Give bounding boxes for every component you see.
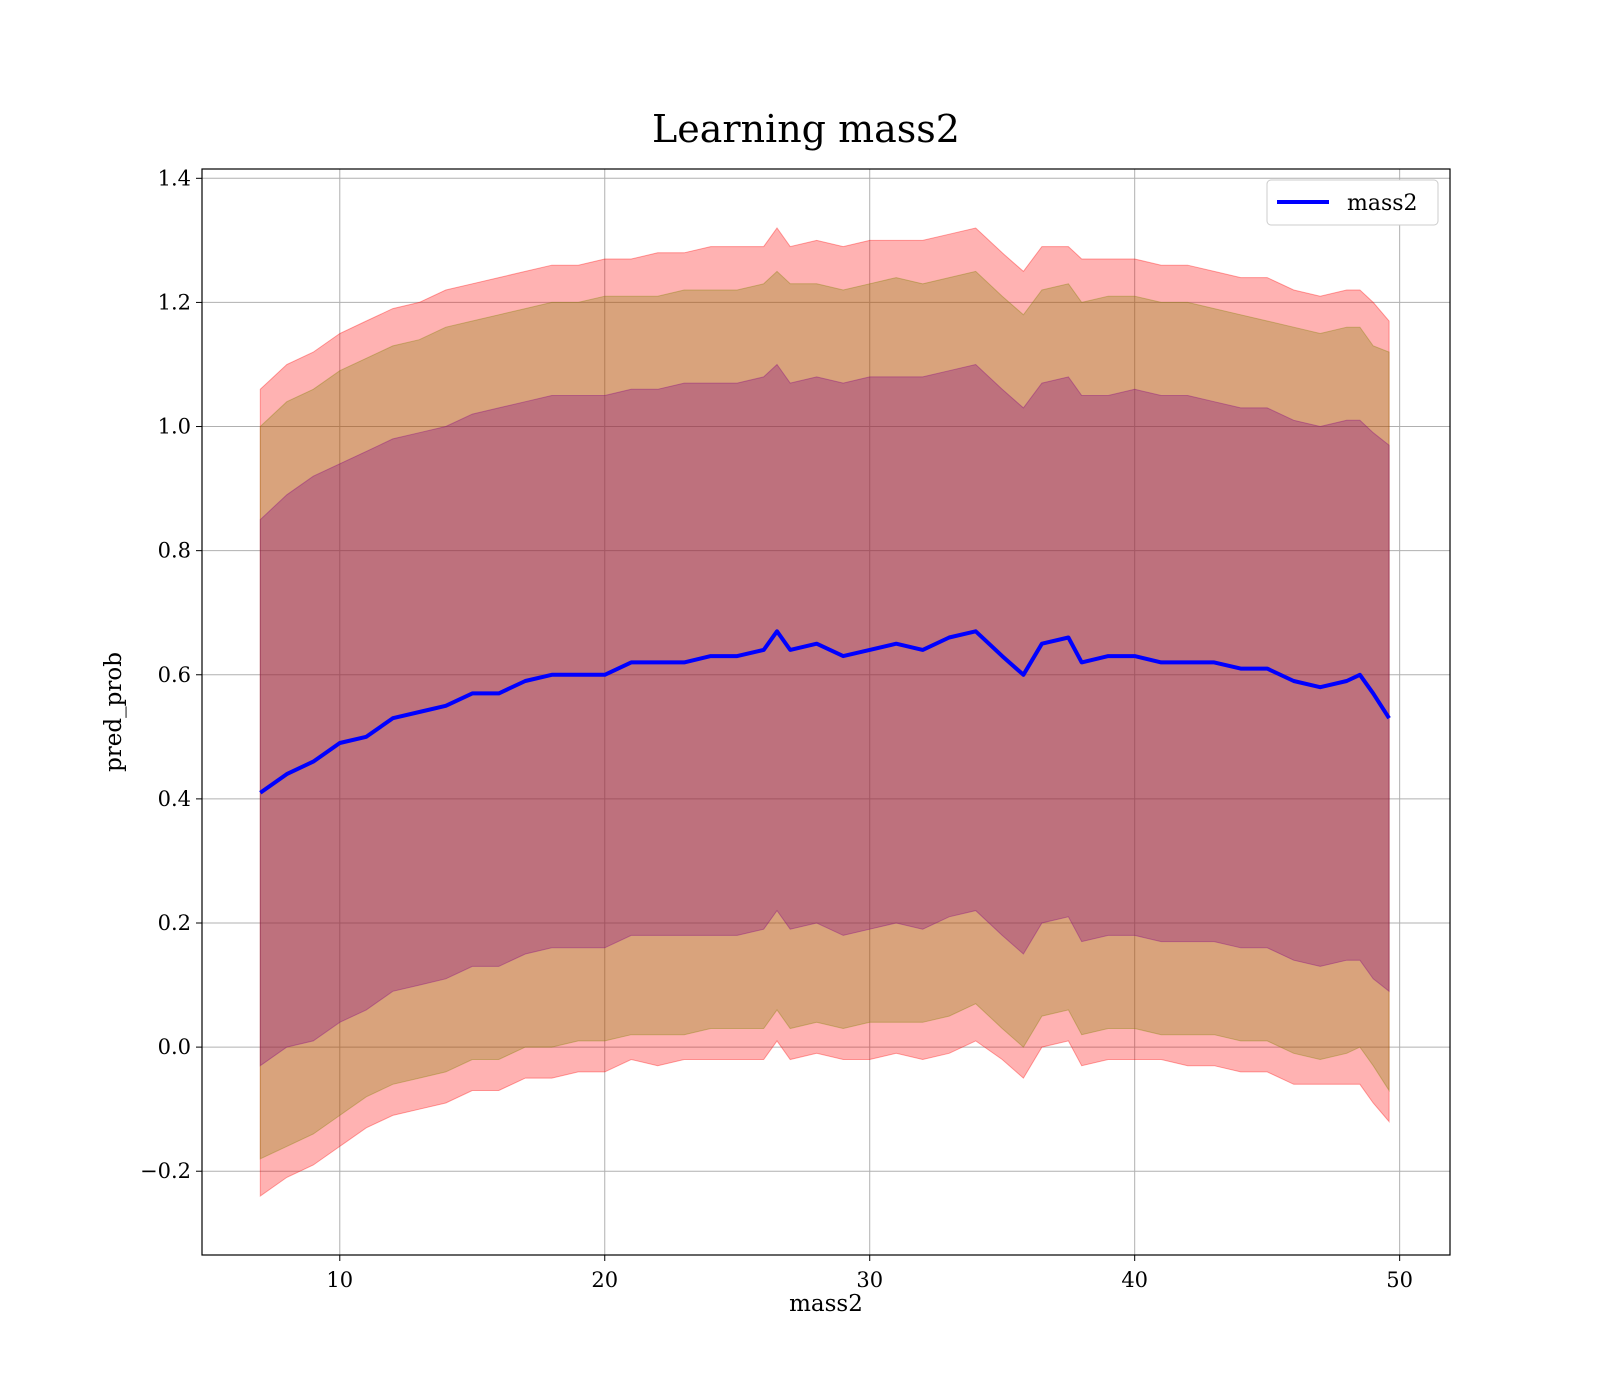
y-tick-label: 0.6: [158, 663, 191, 687]
x-tick-label: 50: [1386, 1268, 1413, 1292]
series-lines: [259, 629, 1391, 795]
confidence-band: [259, 363, 1390, 1067]
chart-title: Learning mass2: [652, 107, 960, 151]
x-tick-label: 10: [326, 1268, 353, 1292]
x-tick-label: 40: [1121, 1268, 1148, 1292]
legend: mass2: [1266, 179, 1439, 226]
y-tick-label: 0.2: [158, 911, 191, 935]
y-tick-label: 1.2: [158, 290, 191, 314]
y-tick-label: 1.0: [158, 415, 191, 439]
y-tick-label: 0.0: [158, 1035, 191, 1059]
legend-label: mass2: [1347, 191, 1418, 216]
y-tick-label: 1.4: [158, 166, 191, 190]
x-axis-label: mass2: [789, 1291, 863, 1317]
y-tick-label: −0.2: [140, 1159, 191, 1183]
y-axis-ticks: −0.2 0.0 0.2 0.4 0.6 0.8 1.0 1.2 1.4: [140, 166, 202, 1183]
y-axis-label: pred_prob: [101, 652, 127, 772]
y-tick-label: 0.8: [158, 539, 191, 563]
confidence-band: [259, 270, 1390, 1160]
grid: [202, 169, 1450, 1255]
x-tick-label: 30: [856, 1268, 883, 1292]
x-tick-label: 20: [591, 1268, 618, 1292]
legend-box: [1266, 179, 1439, 226]
series-line: [259, 629, 1391, 795]
confidence-band: [259, 227, 1390, 1197]
y-tick-label: 0.4: [158, 787, 191, 811]
confidence-bands: [259, 227, 1390, 1197]
plot-frame: [201, 168, 1451, 1256]
x-axis-ticks: 10 20 30 40 50: [326, 1255, 1413, 1292]
